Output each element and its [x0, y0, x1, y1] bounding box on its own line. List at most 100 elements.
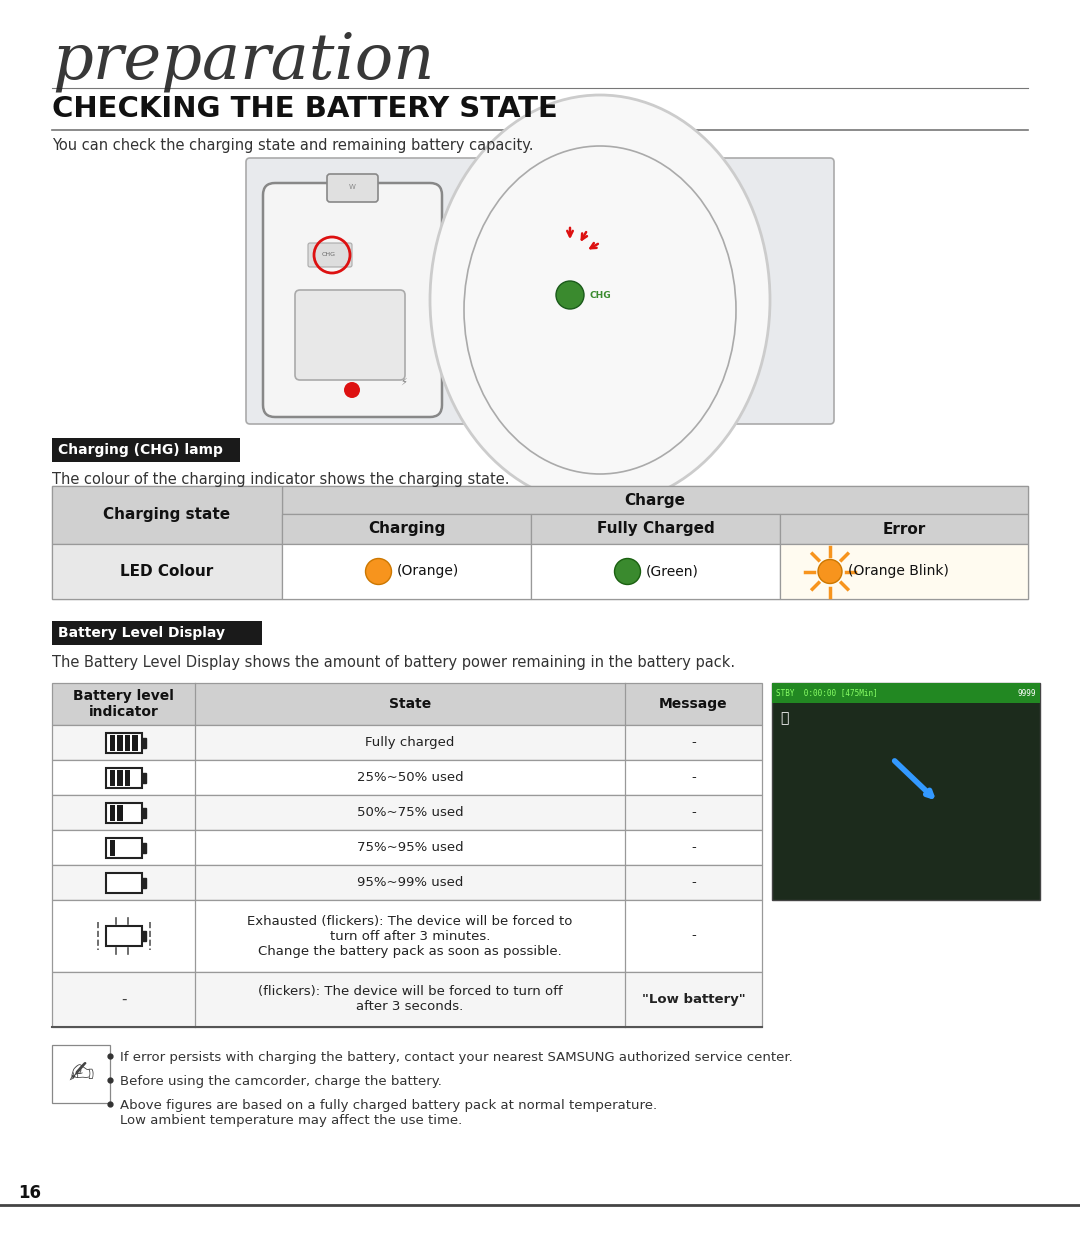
Text: (Green): (Green) [646, 564, 699, 578]
Text: The Battery Level Display shows the amount of battery power remaining in the bat: The Battery Level Display shows the amou… [52, 655, 735, 671]
Bar [141, 737, 146, 747]
Text: -: - [691, 736, 696, 748]
Text: State: State [389, 697, 431, 711]
Bar [52, 760, 762, 795]
Bar [124, 735, 130, 751]
Bar [109, 840, 114, 856]
Bar [106, 837, 141, 857]
Bar [117, 769, 122, 785]
Text: Charging: Charging [368, 521, 445, 536]
Text: -: - [121, 992, 126, 1007]
Text: 95%~99% used: 95%~99% used [356, 876, 463, 889]
Text: Charging (CHG) lamp: Charging (CHG) lamp [58, 443, 222, 457]
Bar [52, 487, 1028, 599]
Text: 25%~50% used: 25%~50% used [356, 771, 463, 784]
Circle shape [345, 382, 360, 398]
Bar [106, 767, 141, 788]
Bar [52, 438, 240, 462]
Bar [531, 543, 780, 599]
Bar [531, 514, 780, 543]
Text: CHECKING THE BATTERY STATE: CHECKING THE BATTERY STATE [52, 95, 558, 124]
FancyBboxPatch shape [308, 243, 352, 267]
Bar [52, 900, 762, 972]
Bar [132, 735, 137, 751]
Text: (Orange): (Orange) [396, 564, 459, 578]
Text: Message: Message [659, 697, 728, 711]
Bar [141, 842, 146, 852]
Text: 75%~95% used: 75%~95% used [356, 841, 463, 853]
Text: Battery level
indicator: Battery level indicator [73, 689, 174, 719]
Text: Charge: Charge [624, 493, 686, 508]
Bar [124, 769, 130, 785]
Bar [282, 514, 531, 543]
Text: ⚡: ⚡ [400, 377, 407, 387]
Text: Fully Charged: Fully Charged [596, 521, 714, 536]
Bar [282, 543, 531, 599]
Bar [109, 804, 114, 820]
Bar [52, 972, 762, 1028]
Text: (flickers): The device will be forced to turn off
after 3 seconds.: (flickers): The device will be forced to… [258, 986, 563, 1014]
Ellipse shape [430, 95, 770, 505]
Bar [141, 878, 146, 888]
Bar [52, 864, 762, 900]
Bar [772, 683, 1040, 900]
Text: CHG: CHG [590, 290, 611, 300]
Bar [780, 543, 1028, 599]
Text: You can check the charging state and remaining battery capacity.: You can check the charging state and rem… [52, 138, 534, 153]
Circle shape [365, 558, 391, 584]
Text: If error persists with charging the battery, contact your nearest SAMSUNG author: If error persists with charging the batt… [120, 1051, 793, 1065]
Bar [109, 735, 114, 751]
Text: -: - [691, 771, 696, 784]
Bar [141, 931, 146, 941]
Text: Fully charged: Fully charged [365, 736, 455, 748]
Circle shape [818, 559, 842, 583]
Bar [52, 487, 282, 543]
Bar [106, 803, 141, 823]
Text: -: - [691, 806, 696, 819]
Circle shape [615, 558, 640, 584]
Text: ✍: ✍ [68, 1060, 94, 1088]
Bar [109, 769, 114, 785]
Text: Charging state: Charging state [104, 508, 230, 522]
Text: W: W [349, 184, 355, 190]
Text: 16: 16 [18, 1184, 41, 1202]
Bar [52, 725, 762, 760]
Text: Before using the camcorder, charge the battery.: Before using the camcorder, charge the b… [120, 1074, 442, 1088]
Text: -: - [691, 930, 696, 942]
Bar [52, 621, 262, 645]
FancyBboxPatch shape [246, 158, 834, 424]
Text: LED Colour: LED Colour [120, 564, 214, 579]
Bar [106, 732, 141, 752]
Text: 📷: 📷 [780, 711, 788, 725]
Bar [117, 804, 122, 820]
Bar [141, 808, 146, 818]
Text: preparation: preparation [52, 30, 434, 91]
Bar [141, 773, 146, 783]
Bar [106, 872, 141, 893]
Bar [106, 926, 141, 946]
Text: CHG: CHG [322, 252, 336, 258]
Text: (Orange Blink): (Orange Blink) [848, 564, 949, 578]
Text: Error: Error [882, 521, 926, 536]
FancyBboxPatch shape [327, 174, 378, 203]
FancyBboxPatch shape [264, 183, 442, 417]
Text: 9999: 9999 [1017, 688, 1036, 698]
Text: Exhausted (flickers): The device will be forced to
turn off after 3 minutes.
Cha: Exhausted (flickers): The device will be… [247, 914, 572, 957]
Text: 50%~75% used: 50%~75% used [356, 806, 463, 819]
Bar [117, 735, 122, 751]
Bar [52, 543, 282, 599]
Text: Battery Level Display: Battery Level Display [58, 626, 225, 640]
Circle shape [556, 282, 584, 309]
Bar [52, 830, 762, 864]
Text: -: - [691, 841, 696, 853]
FancyBboxPatch shape [295, 290, 405, 380]
Bar [772, 683, 1040, 703]
Bar [282, 487, 1028, 514]
Bar [780, 514, 1028, 543]
Text: "Low battery": "Low battery" [642, 993, 745, 1007]
Text: Above figures are based on a fully charged battery pack at normal temperature.
L: Above figures are based on a fully charg… [120, 1099, 657, 1128]
Bar [52, 683, 762, 725]
Text: The colour of the charging indicator shows the charging state.: The colour of the charging indicator sho… [52, 472, 510, 487]
Text: -: - [691, 876, 696, 889]
Bar [52, 1045, 110, 1103]
